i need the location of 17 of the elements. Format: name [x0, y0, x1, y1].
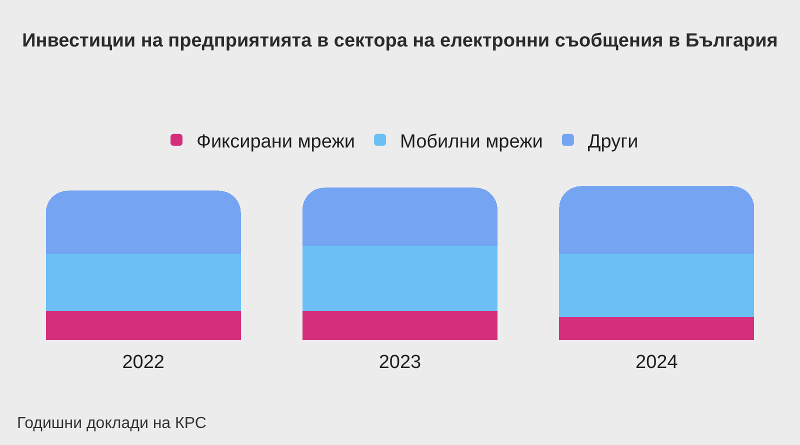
legend-label: Мобилни мрежи — [400, 131, 543, 152]
bar — [559, 316, 754, 340]
bar — [302, 246, 498, 311]
bar — [46, 190, 241, 254]
bar — [559, 254, 754, 317]
bar — [559, 186, 754, 254]
x-tick-label: 2023 — [378, 352, 422, 373]
x-tick-label: 2022 — [122, 352, 164, 373]
bar — [46, 310, 241, 340]
bar — [302, 310, 498, 340]
bar — [46, 254, 241, 311]
x-tick-label: 2024 — [636, 352, 678, 373]
bar — [302, 188, 498, 246]
legend-label: Фиксирани мрежи — [196, 131, 356, 152]
chart-title: Инвестиции на предприятията в сектора на електронни съобщения в България — [22, 30, 778, 52]
text: Годишни доклади на КРС — [17, 415, 206, 432]
legend-label: Други — [588, 131, 638, 152]
